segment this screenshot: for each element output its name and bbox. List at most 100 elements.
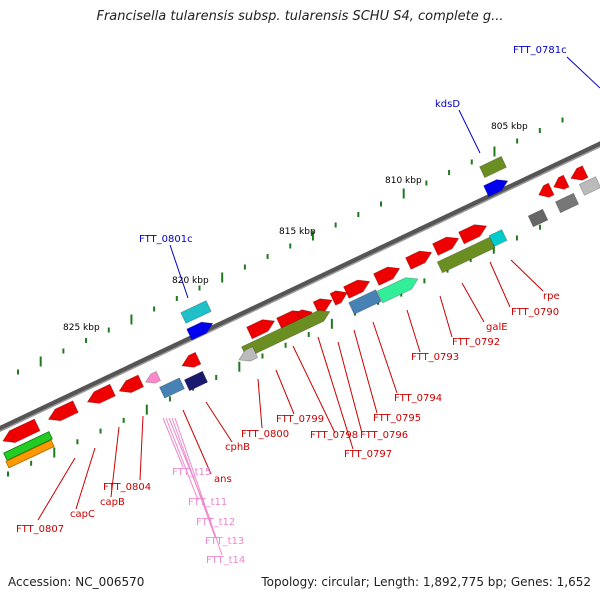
leader-line [169,244,189,299]
gene-features [2,155,600,469]
trna-leader-line [171,417,216,538]
gene-label: FTT_0792 [452,337,500,348]
gene-label: capB [100,497,125,508]
gene-label: ans [214,474,232,485]
cds-arrow [342,279,371,299]
genome-backbone [0,141,600,433]
leader-line [139,415,144,481]
leader-line [489,261,511,308]
cds-arrow-green [3,431,53,461]
trna-leader-line [162,417,184,468]
gene-label: kdsD [435,99,460,110]
cds-arrow [404,250,433,270]
gene-label: FTT_0793 [411,352,459,363]
cds-arrow [458,224,488,245]
gene-label: FTT_0799 [276,414,324,425]
leader-line [110,426,120,498]
gene-label: FTT_t15 [172,467,211,478]
gene-label: FTT_t13 [205,536,244,547]
cds-arrow [47,400,79,422]
leader-line [406,309,421,353]
gene-label: rpe [543,291,560,302]
cds-arrow-steel [158,377,186,399]
gene-label: FTT_0790 [511,307,559,318]
cds-arrow-cyan [488,229,508,247]
leader-line [372,321,398,394]
cds-arrow [538,182,555,198]
gene-label: FTT_0798 [310,430,358,441]
cds-arrow-grey [238,346,259,362]
trna-arrow [145,370,162,384]
gene-label: galE [486,322,508,333]
cds-arrow [329,290,348,306]
cds-arrow-green [376,277,419,304]
cds-arrow-olive [436,236,496,274]
cds-arrow [118,374,145,394]
gene-label: FTT_0795 [373,413,421,424]
accession-text: Accession: NC_006570 [8,575,145,589]
leader-line [458,109,481,154]
cds-arrow [86,383,116,404]
trna-leader-line [174,417,223,556]
gene-label: FTT_0801c [139,234,193,245]
gene-label: FTT_0794 [394,393,442,404]
topology-text: Topology: circular; Length: 1,892,775 bp… [261,575,591,589]
leader-line [292,345,336,434]
cds-arrow [2,418,41,444]
cds-arrow-navy [183,370,209,392]
leader-line [205,401,233,443]
cds-arrow [570,165,589,181]
gene-label: FTT_0800 [241,429,289,440]
cds-arrow [372,266,401,286]
cds-arrow [553,174,570,190]
scale-label: 805 kbp [491,122,528,132]
label-leader-lines [37,56,600,556]
gene-label: FTT_t14 [206,555,245,566]
gene-label: cphB [225,442,250,453]
leader-line [257,378,263,429]
scale-label: 825 kbp [63,323,100,333]
cds-arrow-dark [554,192,580,214]
leader-line [317,336,354,450]
cds-arrow-steel [348,289,382,315]
scale-labels: 805 kbp 810 kbp 815 kbp 820 kbp 825 kbp [63,122,528,333]
leader-line [37,457,76,521]
cds-arrow [181,351,202,368]
leader-line [182,409,212,475]
cds-arrow-olive [479,155,507,179]
map-title: Francisella tularensis subsp. tularensis… [96,9,504,24]
leader-line [461,282,485,323]
gene-label: FTT_0796 [360,430,408,441]
scale-label: 810 kbp [385,176,422,186]
trna-leader-line [168,417,211,520]
cds-arrow [246,319,276,340]
scale-ticks [7,117,564,477]
scale-label: 820 kbp [172,276,209,286]
leader-line [439,295,453,338]
trna-leader-line [165,417,199,501]
gene-label: FTT_t12 [196,517,235,528]
leader-line [353,329,378,414]
leader-line [75,447,96,510]
cds-arrow-dark [527,208,549,228]
gene-label: FTT_0781c [513,45,567,56]
gene-label: FTT_0807 [16,524,64,535]
cds-arrow-grey [578,176,600,196]
leader-line [275,369,295,415]
leader-line [510,259,544,292]
gene-label: FTT_t11 [188,497,227,508]
cds-arrow-blue [186,321,214,341]
leader-line [566,56,600,89]
gene-label: FTT_0804 [103,482,151,493]
gene-label: FTT_0797 [344,449,392,460]
scale-label: 815 kbp [279,227,316,237]
cds-arrow-cyan [180,300,212,324]
cds-arrow-blue [483,179,509,198]
cds-arrow-orange [5,439,55,469]
gene-label: capC [70,509,95,520]
cds-arrow [431,236,460,256]
leader-line [337,341,363,434]
